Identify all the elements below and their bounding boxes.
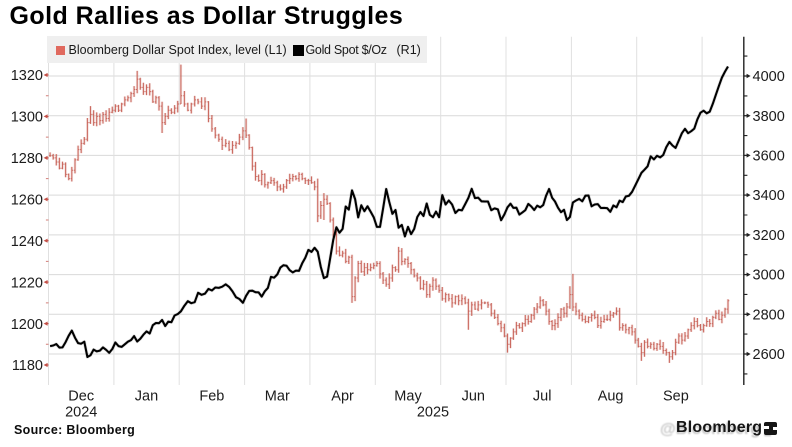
- svg-text:3600: 3600: [753, 149, 785, 165]
- svg-text:2800: 2800: [753, 307, 785, 323]
- svg-text:1200: 1200: [11, 317, 43, 333]
- svg-text:1300: 1300: [11, 110, 43, 126]
- svg-text:Apr: Apr: [331, 389, 354, 405]
- svg-text:May: May: [394, 389, 422, 405]
- svg-text:2600: 2600: [753, 347, 785, 363]
- svg-text:Jan: Jan: [135, 389, 158, 405]
- svg-text:1180: 1180: [12, 358, 43, 374]
- svg-text:Jun: Jun: [462, 389, 485, 405]
- svg-text:Sep: Sep: [663, 389, 689, 405]
- svg-text:1320: 1320: [11, 68, 43, 84]
- svg-text:3800: 3800: [753, 109, 785, 125]
- svg-text:Feb: Feb: [199, 389, 224, 405]
- svg-text:1220: 1220: [11, 275, 43, 291]
- svg-text:3400: 3400: [753, 188, 785, 204]
- svg-text:3200: 3200: [753, 228, 785, 244]
- svg-text:Dec: Dec: [68, 389, 94, 405]
- svg-text:Jul: Jul: [533, 389, 552, 405]
- svg-text:3000: 3000: [753, 268, 785, 284]
- svg-text:Mar: Mar: [265, 389, 290, 405]
- svg-text:Aug: Aug: [598, 389, 624, 405]
- svg-text:1240: 1240: [11, 234, 43, 250]
- svg-text:1260: 1260: [11, 193, 43, 209]
- svg-text:4000: 4000: [753, 69, 785, 85]
- svg-text:2024: 2024: [65, 405, 97, 421]
- svg-text:1280: 1280: [11, 151, 43, 167]
- svg-text:2025: 2025: [417, 405, 449, 421]
